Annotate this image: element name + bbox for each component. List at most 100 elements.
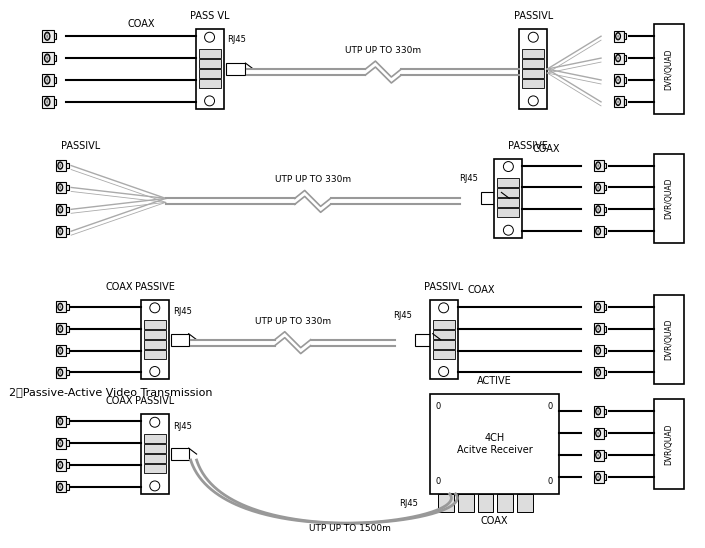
Bar <box>54 33 56 39</box>
Ellipse shape <box>615 98 620 106</box>
Bar <box>42 30 54 43</box>
Bar <box>613 96 624 107</box>
Bar <box>56 301 66 312</box>
Bar <box>433 340 455 349</box>
Bar <box>594 182 604 193</box>
Bar <box>66 207 68 212</box>
Ellipse shape <box>597 229 599 233</box>
Circle shape <box>439 367 448 376</box>
Text: UTP UP TO 1500m: UTP UP TO 1500m <box>309 524 391 533</box>
Bar <box>144 444 166 453</box>
Circle shape <box>528 32 538 42</box>
Bar <box>199 69 221 78</box>
Bar <box>498 198 520 207</box>
Ellipse shape <box>597 370 599 374</box>
Ellipse shape <box>58 227 63 235</box>
Ellipse shape <box>46 56 49 60</box>
Bar <box>613 31 624 42</box>
Bar <box>613 53 624 64</box>
Text: RJ45: RJ45 <box>173 307 192 316</box>
Bar <box>482 192 501 204</box>
Bar <box>54 55 56 61</box>
Bar <box>144 454 166 463</box>
Ellipse shape <box>58 461 63 469</box>
Bar <box>42 52 54 64</box>
Bar <box>171 448 189 460</box>
Ellipse shape <box>58 162 63 169</box>
Bar <box>458 494 474 512</box>
Ellipse shape <box>597 409 599 413</box>
Ellipse shape <box>59 419 61 423</box>
Text: PASSIVE: PASSIVE <box>508 141 548 151</box>
Ellipse shape <box>58 206 63 213</box>
Text: PASSIVL: PASSIVL <box>135 396 174 406</box>
Ellipse shape <box>617 35 619 38</box>
Circle shape <box>439 303 448 313</box>
Bar <box>594 471 604 483</box>
Bar <box>594 301 604 312</box>
Bar <box>429 395 559 494</box>
Ellipse shape <box>58 483 63 490</box>
Text: 0: 0 <box>436 477 441 486</box>
Bar <box>66 229 68 234</box>
Bar <box>433 330 455 339</box>
Bar <box>498 189 520 197</box>
Circle shape <box>204 32 214 42</box>
Bar <box>498 494 513 512</box>
Ellipse shape <box>617 56 619 60</box>
Bar <box>56 226 66 237</box>
Ellipse shape <box>58 418 63 425</box>
Bar <box>494 158 522 238</box>
Text: RJ45: RJ45 <box>173 422 192 431</box>
Ellipse shape <box>617 100 619 104</box>
Bar <box>498 179 520 187</box>
Bar <box>54 99 56 105</box>
Text: PASSIVE: PASSIVE <box>135 282 175 292</box>
Bar <box>604 185 606 190</box>
Ellipse shape <box>59 327 61 330</box>
Ellipse shape <box>44 76 50 84</box>
Bar <box>604 370 606 375</box>
Circle shape <box>149 303 160 313</box>
Bar <box>613 75 624 85</box>
Circle shape <box>149 417 160 427</box>
Bar <box>144 320 166 329</box>
Text: COAX: COAX <box>481 516 508 526</box>
Circle shape <box>528 96 538 106</box>
Text: RJ45: RJ45 <box>393 311 412 320</box>
Ellipse shape <box>596 184 601 191</box>
Text: ACTIVE: ACTIVE <box>477 376 512 386</box>
Circle shape <box>503 162 513 172</box>
Bar <box>195 29 223 109</box>
Ellipse shape <box>59 441 61 445</box>
Bar <box>624 99 626 105</box>
Text: DVR/QUAD: DVR/QUAD <box>664 424 673 465</box>
Bar <box>56 160 66 171</box>
Circle shape <box>149 481 160 491</box>
Ellipse shape <box>597 431 599 435</box>
Ellipse shape <box>58 303 63 311</box>
Bar <box>56 437 66 449</box>
Bar <box>54 77 56 83</box>
Ellipse shape <box>58 325 63 332</box>
Bar <box>66 185 68 190</box>
Ellipse shape <box>596 162 601 169</box>
Bar <box>604 163 606 168</box>
Bar <box>498 208 520 218</box>
Bar <box>594 345 604 356</box>
Bar <box>477 494 493 512</box>
Bar <box>66 163 68 168</box>
Bar <box>522 59 544 68</box>
Bar <box>199 79 221 88</box>
Text: RJ45: RJ45 <box>399 499 418 509</box>
Bar <box>56 416 66 427</box>
Bar <box>56 367 66 378</box>
Bar <box>144 350 166 358</box>
Bar <box>522 69 544 78</box>
Ellipse shape <box>596 408 601 415</box>
Bar <box>604 348 606 353</box>
Bar <box>56 481 66 493</box>
Bar <box>654 399 684 489</box>
Bar <box>429 300 458 379</box>
Ellipse shape <box>597 327 599 330</box>
